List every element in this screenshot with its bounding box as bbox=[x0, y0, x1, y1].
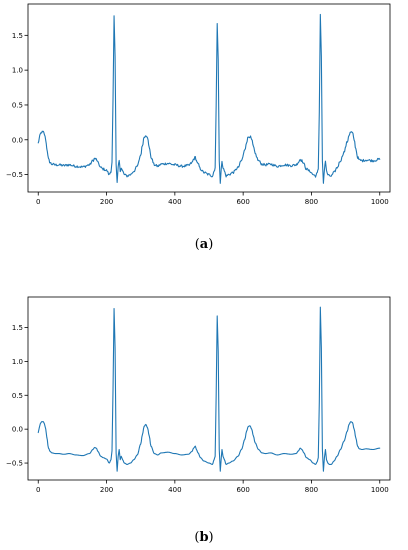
y-tick-label: 1.5 bbox=[12, 32, 23, 40]
x-tick-label: 400 bbox=[168, 198, 181, 206]
y-tick-label: 1.0 bbox=[12, 358, 23, 366]
x-tick-label: 200 bbox=[100, 198, 113, 206]
y-tick-label: 0.0 bbox=[12, 136, 23, 144]
plot-frame bbox=[27, 3, 391, 193]
x-tick-label: 600 bbox=[236, 198, 249, 206]
plot-frame bbox=[27, 296, 391, 481]
caption-close-paren: ) bbox=[209, 530, 214, 545]
x-tick-label: 1000 bbox=[371, 486, 389, 494]
ecg-signal-line bbox=[37, 13, 381, 184]
x-tick-label: 200 bbox=[100, 486, 113, 494]
caption-open-paren: ( bbox=[195, 237, 200, 252]
caption-open-paren: ( bbox=[194, 530, 199, 545]
caption-letter: b bbox=[199, 530, 208, 545]
y-tick-label: 0.5 bbox=[12, 101, 23, 109]
x-tick-label: 0 bbox=[36, 198, 40, 206]
caption-letter: a bbox=[200, 237, 209, 252]
caption-close-paren: ) bbox=[208, 237, 213, 252]
ecg-signal-line bbox=[37, 306, 381, 472]
x-tick-label: 1000 bbox=[371, 198, 389, 206]
y-tick-label: 1.5 bbox=[12, 324, 23, 332]
x-tick-label: 800 bbox=[305, 198, 318, 206]
panel-caption: (a) bbox=[195, 237, 214, 252]
x-tick-label: 800 bbox=[305, 486, 318, 494]
y-tick-label: −0.5 bbox=[6, 171, 23, 179]
y-tick-label: −0.5 bbox=[6, 460, 23, 468]
x-tick-label: 400 bbox=[168, 486, 181, 494]
panel-b: −0.5 0.0 0.5 1.0 1.5 0 200 400 600 800 1000 (b) bbox=[6, 296, 391, 545]
panel-a: −0.5 0.0 0.5 1.0 1.5 0 200 400 600 800 1000 (a) bbox=[6, 3, 391, 252]
y-tick-label: 0.0 bbox=[12, 426, 23, 434]
x-tick-label: 600 bbox=[236, 486, 249, 494]
panel-caption: (b) bbox=[194, 530, 213, 545]
y-tick-label: 0.5 bbox=[12, 392, 23, 400]
y-tick-label: 1.0 bbox=[12, 67, 23, 75]
x-tick-label: 0 bbox=[36, 486, 40, 494]
